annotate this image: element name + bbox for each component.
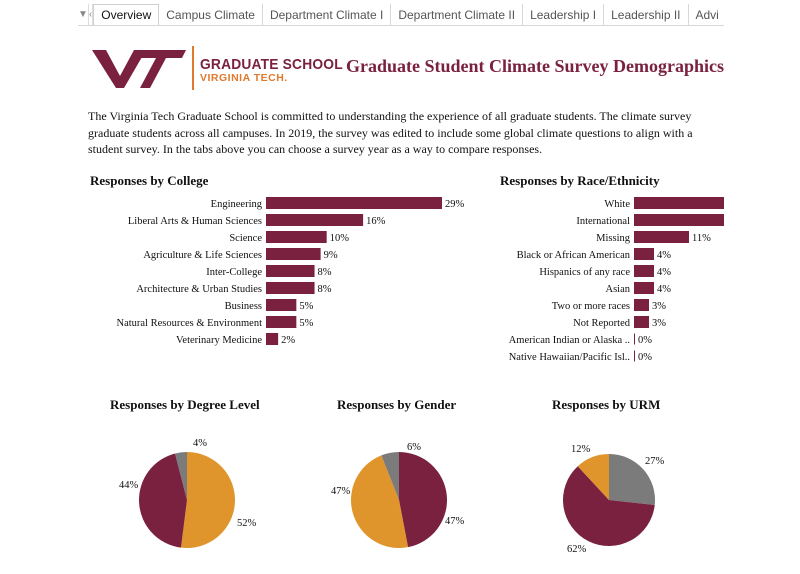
bar-data-label: 9% — [324, 250, 338, 261]
pie-slice-label: 6% — [407, 442, 421, 453]
bar — [266, 299, 297, 311]
bar-category-label: Liberal Arts & Human Sciences — [128, 216, 262, 227]
tab-department-climate-2[interactable]: Department Climate II — [391, 4, 524, 25]
bar — [634, 350, 635, 362]
pie-slice-label: 47% — [331, 486, 351, 497]
bar — [266, 282, 315, 294]
bar — [634, 299, 649, 311]
pie-slice — [563, 466, 655, 546]
page-title: Graduate Student Climate Survey Demograp… — [346, 56, 724, 76]
bar-category-label: Veterinary Medicine — [176, 335, 262, 346]
page-header: GRADUATE SCHOOL VIRGINIA TECH. Graduate … — [88, 44, 728, 94]
tab-leadership-1[interactable]: Leadership I — [523, 4, 605, 25]
pie-slice — [180, 452, 235, 548]
bar-category-label: Black or African American — [517, 250, 631, 261]
bar-category-label: Asian — [606, 284, 631, 295]
bar — [266, 231, 327, 243]
bar-data-label: 5% — [299, 318, 313, 329]
bar — [266, 316, 297, 328]
bar-data-label: 3% — [652, 301, 666, 312]
college-chart-title: Responses by College — [90, 173, 209, 188]
bar — [266, 214, 364, 226]
bar — [634, 214, 724, 226]
chevron-left-icon[interactable]: ‹ — [89, 4, 94, 25]
tab-department-climate-1[interactable]: Department Climate I — [263, 4, 392, 25]
dashboard-tab-bar: ▼ ‹ Overview Campus Climate Department C… — [78, 4, 724, 26]
bar-data-label: 3% — [652, 318, 666, 329]
bar-data-label: 29% — [445, 199, 465, 210]
logo-text-virginia-tech: VIRGINIA TECH. — [200, 72, 288, 84]
bar-category-label: Two or more races — [552, 301, 630, 312]
bar — [634, 248, 654, 260]
pie-slice-label: 27% — [645, 456, 665, 467]
bar — [266, 265, 315, 277]
bar-category-label: Agriculture & Life Sciences — [143, 250, 262, 261]
pie-slice — [609, 454, 655, 505]
bar-category-label: Hispanics of any race — [539, 267, 630, 278]
bar — [634, 265, 654, 277]
bar-data-label: 2% — [281, 335, 295, 346]
bar — [266, 248, 321, 260]
bar-data-label: 4% — [657, 267, 671, 278]
bar — [634, 333, 635, 345]
logo-text-graduate-school: GRADUATE SCHOOL — [200, 56, 343, 73]
pie-slice — [351, 455, 408, 548]
bar-category-label: Natural Resources & Environment — [116, 318, 262, 329]
degree-chart-title: Responses by Degree Level — [110, 397, 260, 412]
bar-category-label: International — [576, 216, 630, 227]
bar-data-label: 0% — [638, 352, 652, 363]
bar-category-label: Native Hawaiian/Pacific Isl.. — [509, 352, 630, 363]
bar-data-label: 10% — [330, 233, 350, 244]
pie-slice — [577, 454, 609, 500]
vt-logo-icon — [92, 50, 186, 88]
bar-category-label: White — [604, 199, 630, 210]
bar-data-label: 5% — [299, 301, 313, 312]
pie-slice-label: 12% — [571, 444, 591, 455]
bar-category-label: Science — [229, 233, 262, 244]
pie-slice-label: 4% — [193, 438, 207, 449]
pie-slice-label: 44% — [119, 480, 139, 491]
bar-data-label: 11% — [692, 233, 711, 244]
urm-chart-title: Responses by URM — [552, 397, 661, 412]
bar-category-label: Missing — [596, 233, 631, 244]
race-chart-title: Responses by Race/Ethnicity — [500, 173, 660, 188]
tab-advi[interactable]: Advi — [689, 4, 725, 25]
bar-data-label: 4% — [657, 284, 671, 295]
intro-line: graduate students across all campuses. I… — [88, 125, 693, 140]
bar — [634, 282, 654, 294]
gender-chart-title: Responses by Gender — [337, 397, 457, 412]
tab-leadership-2[interactable]: Leadership II — [604, 4, 689, 25]
bar-data-label: 16% — [366, 216, 386, 227]
pie-slice-label: 52% — [237, 518, 257, 529]
tab-campus-climate[interactable]: Campus Climate — [159, 4, 263, 25]
pie-slice-label: 47% — [445, 516, 465, 527]
bar-category-label: Not Reported — [573, 318, 631, 329]
bar — [266, 197, 442, 209]
pie-slice-label: 62% — [567, 544, 587, 555]
bar-category-label: American Indian or Alaska .. — [509, 335, 630, 346]
bar-data-label: 4% — [657, 250, 671, 261]
bar — [634, 316, 649, 328]
bar-data-label: 0% — [638, 335, 652, 346]
intro-line: The Virginia Tech Graduate School is com… — [88, 109, 692, 123]
bar-category-label: Engineering — [211, 199, 263, 210]
bar-data-label: 8% — [318, 267, 332, 278]
tab-overview[interactable]: Overview — [93, 4, 160, 25]
bar — [266, 333, 279, 345]
intro-paragraph: The Virginia Tech Graduate School is com… — [88, 108, 723, 156]
bar-category-label: Architecture & Urban Studies — [136, 284, 262, 295]
logo-divider — [192, 46, 194, 90]
pie-slice — [175, 451, 187, 500]
dropdown-arrow-icon[interactable]: ▼ — [78, 4, 89, 25]
bar-data-label: 8% — [318, 284, 332, 295]
intro-line: student survey. In the tabs above you ca… — [88, 142, 543, 156]
pie-slice — [138, 453, 187, 548]
pie-slice — [381, 451, 399, 500]
bar — [634, 231, 689, 243]
bar — [634, 197, 724, 209]
bar-category-label: Business — [225, 301, 262, 312]
bar-category-label: Inter-College — [206, 267, 262, 278]
pie-slice — [399, 452, 448, 548]
